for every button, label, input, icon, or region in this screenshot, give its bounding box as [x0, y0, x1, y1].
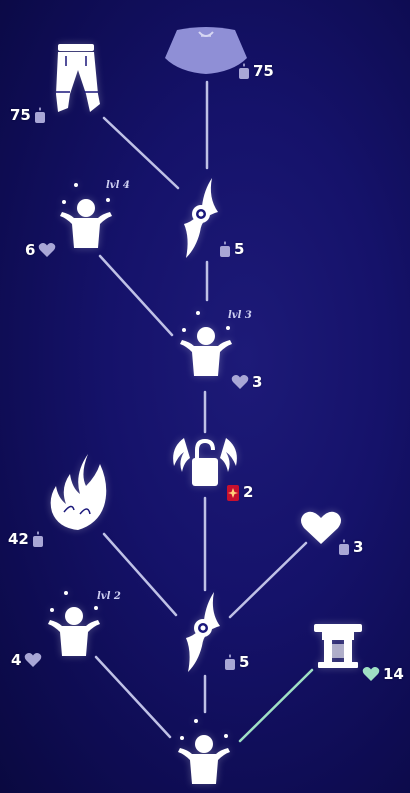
wing-buff-bottom-cost-value: 5 [239, 653, 250, 671]
locked-node[interactable] [168, 432, 242, 490]
wing-buff-top-cost-value: 5 [234, 240, 245, 258]
ascended-candle-icon [227, 485, 239, 501]
fire-prop-cost: 42 [8, 530, 44, 548]
cape-cost: 75 [238, 62, 274, 80]
tree-connectors [94, 80, 308, 739]
connector-emote2-emote1 [94, 655, 172, 739]
candle-icon [32, 531, 43, 547]
shrine-icon [314, 624, 362, 668]
wing-buff-top-node[interactable] [178, 176, 226, 260]
fire-prop-node[interactable] [44, 452, 110, 532]
heart-icon [301, 511, 341, 544]
juggle-emote-icon [48, 591, 100, 656]
emote-lvl3-level: lvl 3 [228, 310, 252, 321]
juggle-emote-icon [60, 183, 112, 248]
wing-buff-icon [184, 178, 218, 258]
candle-icon [239, 63, 249, 79]
connector-fire-wingbuff [102, 532, 178, 617]
cape-node[interactable] [163, 22, 249, 76]
candle-icon [220, 241, 230, 257]
candle-icon [34, 107, 45, 123]
pants-icon [56, 44, 100, 112]
flame-icon [50, 454, 107, 530]
emote-lvl2-cost: 4 [11, 651, 42, 669]
heart-icon [362, 667, 380, 681]
connector-heart-wingbuff [228, 541, 308, 619]
pants-node[interactable] [52, 42, 102, 116]
connector-shrine-emote1 [238, 668, 314, 743]
wing-buff-icon [186, 592, 220, 672]
connector-emote4-emote3 [98, 254, 174, 337]
emote-lvl4-node[interactable] [56, 178, 116, 250]
heart-node[interactable] [298, 510, 344, 546]
pants-cost-value: 75 [10, 106, 31, 124]
fire-prop-cost-value: 42 [8, 530, 29, 548]
candle-icon [339, 539, 349, 555]
juggle-emote-icon [180, 311, 232, 376]
locked-node-cost-value: 2 [243, 483, 254, 501]
wing-buff-top-cost: 5 [219, 240, 244, 258]
heart-icon [25, 653, 42, 667]
connector-pants-wingbuff [102, 116, 180, 190]
wing-buff-bottom-cost: 5 [224, 653, 249, 671]
juggle-emote-icon [178, 719, 230, 784]
emote-lvl4-level: lvl 4 [106, 180, 130, 191]
emote-lvl3-node[interactable] [176, 306, 236, 378]
emote-lvl4-cost: 6 [25, 241, 56, 259]
pants-cost: 75 [10, 106, 46, 124]
cape-icon [165, 27, 247, 74]
emote-lvl4-cost-value: 6 [25, 241, 36, 259]
heart-node-cost: 3 [338, 538, 363, 556]
cape-cost-value: 75 [253, 62, 274, 80]
shrine-prop-node[interactable] [312, 620, 364, 670]
locked-node-cost: 2 [226, 482, 253, 502]
emote-lvl3-cost-value: 3 [252, 373, 263, 391]
shrine-prop-cost-value: 14 [383, 665, 404, 683]
heart-icon [39, 243, 56, 257]
emote-lvl2-level: lvl 2 [97, 591, 121, 602]
locked-wings-icon [173, 438, 237, 486]
heart-node-cost-value: 3 [353, 538, 364, 556]
emote-lvl3-cost: 3 [231, 373, 262, 391]
candle-icon [225, 654, 235, 670]
wing-buff-bottom-node[interactable] [180, 590, 228, 674]
emote-lvl2-cost-value: 4 [11, 651, 22, 669]
shrine-prop-cost: 14 [362, 665, 404, 683]
emote-lvl1-node[interactable] [174, 714, 234, 786]
emote-lvl2-node[interactable] [44, 586, 104, 658]
heart-icon [231, 375, 249, 389]
